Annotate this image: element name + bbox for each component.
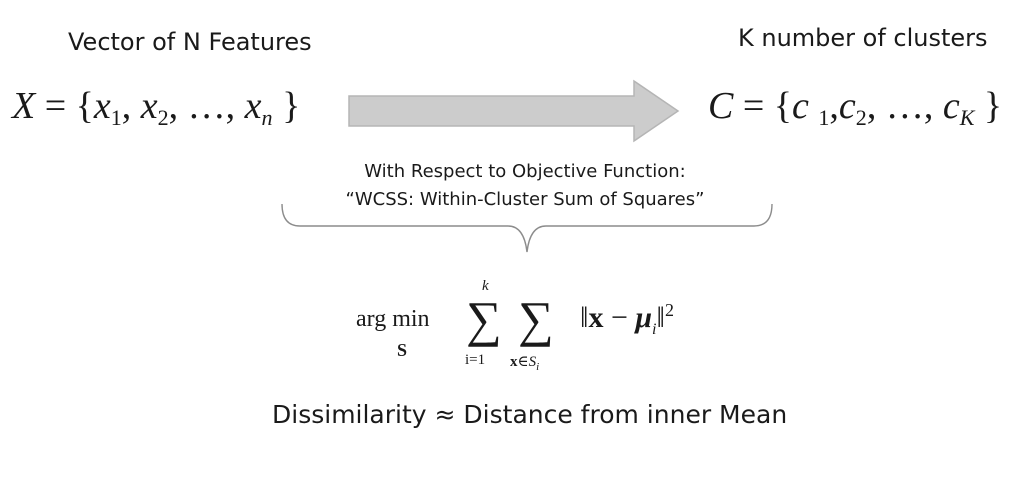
arrow-shape	[348, 79, 680, 143]
formula-argmin-subscript: S	[397, 340, 408, 360]
curly-brace-icon	[281, 203, 773, 253]
formula-norm-term: ‖x − μi‖2	[580, 300, 674, 338]
formula-argmin: arg min	[356, 306, 430, 332]
input-set-open: = {	[44, 85, 94, 127]
input-set-close: }	[282, 85, 301, 127]
wcss-formula: arg min S k ∑ i=1 ∑ x∈Si ‖x − μi‖2	[356, 278, 736, 380]
input-label: Vector of N Features	[68, 28, 312, 56]
formula-sum1-upper: k	[482, 278, 489, 294]
output-set-open: = {	[742, 85, 793, 127]
sum1-sigma-icon: ∑	[466, 291, 502, 347]
output-ellipsis: …	[885, 85, 924, 127]
output-set-symbol: C	[708, 85, 734, 127]
input-set-equation: X = {x1, x2, …, xn }	[12, 85, 301, 131]
brace-path	[281, 203, 773, 253]
output-label: K number of clusters	[738, 24, 988, 52]
input-ellipsis: …	[187, 85, 226, 127]
output-set-close: }	[983, 85, 1003, 127]
output-item-k: cK	[942, 85, 975, 131]
formula-sum1-lower: i=1	[465, 352, 486, 368]
dissimilarity-statement: Dissimilarity ≈ Distance from inner Mean	[272, 400, 788, 429]
arrow-right-icon	[348, 79, 680, 143]
input-item-2: x2	[140, 85, 169, 131]
objective-caption: With Respect to Objective Function: “WCS…	[280, 158, 770, 214]
output-item-1: c 1	[792, 85, 830, 131]
input-set-symbol: X	[12, 85, 36, 127]
input-item-n: xn	[244, 85, 273, 131]
objective-line-1: With Respect to Objective Function:	[364, 161, 686, 182]
formula-sum2-lower: x∈Si	[510, 354, 540, 373]
output-item-2: c2	[838, 85, 867, 131]
output-set-equation: C = {c 1,c2, …, cK }	[708, 85, 1003, 131]
sum2-sigma-icon: ∑	[518, 291, 554, 347]
objective-line-2: “WCSS: Within-Cluster Sum of Squares”	[345, 189, 705, 210]
input-item-1: x1	[93, 85, 122, 131]
